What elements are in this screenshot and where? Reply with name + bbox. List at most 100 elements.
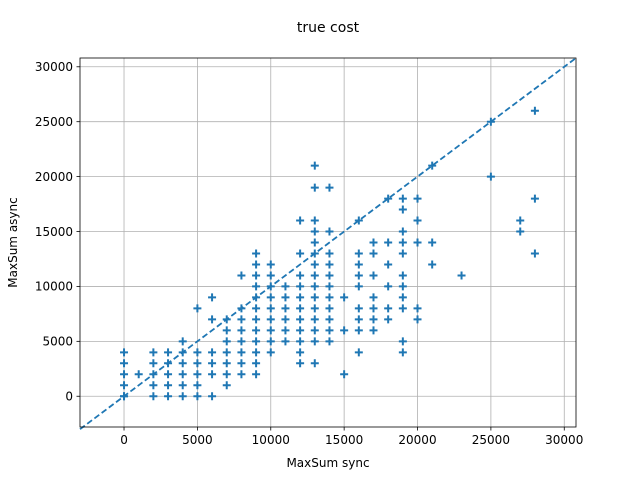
data-point xyxy=(281,326,290,335)
x-tick-label: 25000 xyxy=(472,433,510,447)
data-point xyxy=(486,117,495,126)
data-point xyxy=(149,392,158,401)
data-point xyxy=(398,205,407,214)
data-point xyxy=(252,337,261,346)
data-point xyxy=(164,348,173,357)
data-point xyxy=(325,326,334,335)
data-point xyxy=(120,348,129,357)
data-point xyxy=(310,315,319,324)
data-point xyxy=(325,271,334,280)
data-point xyxy=(413,304,422,313)
data-point xyxy=(354,282,363,291)
data-point xyxy=(281,315,290,324)
data-point xyxy=(164,392,173,401)
data-point xyxy=(252,249,261,258)
data-point xyxy=(266,315,275,324)
data-point xyxy=(457,271,466,280)
x-axis-ticks: 0 5000 10000 15000 20000 25000 30000 xyxy=(120,427,583,447)
data-point xyxy=(369,271,378,280)
data-point xyxy=(252,359,261,368)
data-point xyxy=(310,249,319,258)
y-tick-label: 15000 xyxy=(35,225,73,239)
data-point xyxy=(325,227,334,236)
data-point xyxy=(222,381,231,390)
data-point xyxy=(310,227,319,236)
data-point xyxy=(413,238,422,247)
y-tick-label: 30000 xyxy=(35,60,73,74)
data-point xyxy=(310,161,319,170)
data-point xyxy=(325,304,334,313)
data-point xyxy=(310,359,319,368)
data-point xyxy=(266,304,275,313)
data-point xyxy=(428,161,437,170)
data-point xyxy=(296,249,305,258)
data-point xyxy=(149,381,158,390)
data-point xyxy=(193,348,202,357)
data-point xyxy=(384,282,393,291)
data-point xyxy=(237,337,246,346)
y-tick-label: 20000 xyxy=(35,170,73,184)
data-point xyxy=(310,337,319,346)
data-point xyxy=(193,370,202,379)
data-point xyxy=(281,282,290,291)
data-point xyxy=(310,183,319,192)
data-point xyxy=(296,337,305,346)
data-point xyxy=(266,348,275,357)
y-axis-label: MaxSum async xyxy=(6,197,20,287)
data-point xyxy=(296,293,305,302)
data-point xyxy=(354,326,363,335)
y-tick-label: 10000 xyxy=(35,280,73,294)
data-point xyxy=(120,359,129,368)
data-point xyxy=(164,381,173,390)
data-point xyxy=(266,282,275,291)
data-points xyxy=(120,106,539,401)
data-point xyxy=(530,249,539,258)
data-point xyxy=(208,348,217,357)
data-point xyxy=(237,304,246,313)
data-point xyxy=(530,194,539,203)
data-point xyxy=(486,172,495,181)
data-point xyxy=(252,326,261,335)
data-point xyxy=(164,370,173,379)
data-point xyxy=(384,194,393,203)
data-point xyxy=(369,315,378,324)
data-point xyxy=(398,227,407,236)
data-point xyxy=(281,337,290,346)
data-point xyxy=(266,293,275,302)
data-point xyxy=(252,315,261,324)
data-point xyxy=(149,348,158,357)
data-point xyxy=(178,381,187,390)
data-point xyxy=(193,304,202,313)
data-point xyxy=(325,260,334,269)
data-point xyxy=(296,348,305,357)
data-point xyxy=(413,216,422,225)
data-point xyxy=(369,304,378,313)
data-point xyxy=(296,304,305,313)
data-point xyxy=(208,370,217,379)
data-point xyxy=(428,260,437,269)
data-point xyxy=(296,271,305,280)
y-tick-label: 5000 xyxy=(42,335,73,349)
x-tick-label: 15000 xyxy=(325,433,363,447)
data-point xyxy=(208,315,217,324)
data-point xyxy=(120,392,129,401)
data-point xyxy=(252,348,261,357)
data-point xyxy=(354,249,363,258)
data-point xyxy=(266,326,275,335)
data-point xyxy=(398,271,407,280)
chart-title: true cost xyxy=(297,20,360,36)
data-point xyxy=(149,370,158,379)
data-point xyxy=(134,370,143,379)
data-point xyxy=(252,304,261,313)
data-point xyxy=(237,370,246,379)
data-point xyxy=(310,282,319,291)
data-point xyxy=(354,315,363,324)
data-point xyxy=(178,348,187,357)
data-point xyxy=(252,293,261,302)
data-point xyxy=(296,326,305,335)
data-point xyxy=(530,106,539,115)
data-point xyxy=(310,238,319,247)
data-point xyxy=(384,238,393,247)
data-point xyxy=(398,249,407,258)
x-tick-label: 5000 xyxy=(182,433,213,447)
